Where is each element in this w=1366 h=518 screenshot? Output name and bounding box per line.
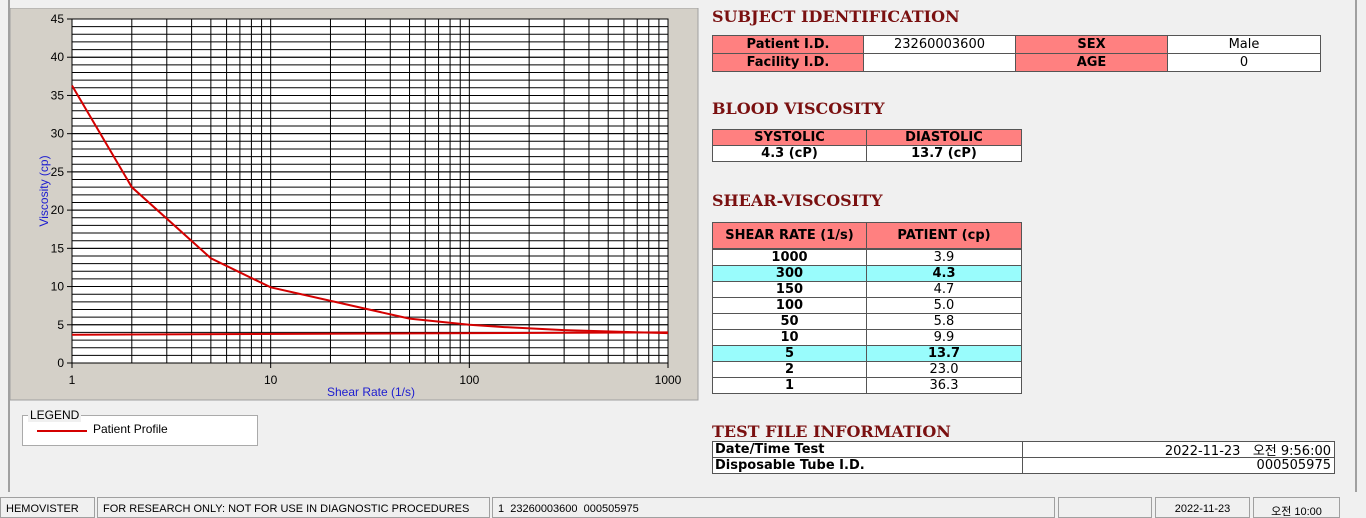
table-cell: DIASTOLIC bbox=[866, 129, 1022, 146]
table-cell: PATIENT (cp) bbox=[866, 222, 1022, 249]
table-cell: SEX bbox=[1015, 35, 1168, 54]
table-cell bbox=[863, 53, 1016, 72]
table-cell: 5.8 bbox=[866, 313, 1022, 330]
section-title: SHEAR-VISCOSITY bbox=[712, 191, 883, 210]
table-cell: 0 bbox=[1167, 53, 1321, 72]
table-cell: 1 bbox=[712, 377, 867, 394]
table-cell: 4.7 bbox=[866, 281, 1022, 298]
y-tick-label: 40 bbox=[51, 50, 65, 64]
table-cell: 23260003600 bbox=[863, 35, 1016, 54]
y-tick-label: 30 bbox=[51, 127, 65, 141]
table-cell: 1000 bbox=[712, 249, 867, 266]
legend-title: LEGEND bbox=[28, 408, 82, 422]
table-cell: 23.0 bbox=[866, 361, 1022, 378]
table-cell: 4.3 (cP) bbox=[712, 145, 867, 162]
table-cell: Date/Time Test bbox=[712, 441, 1023, 458]
status-cell: FOR RESEARCH ONLY: NOT FOR USE IN DIAGNO… bbox=[97, 497, 490, 518]
legend-label: Patient Profile bbox=[93, 422, 168, 436]
table-cell: 000505975 bbox=[1022, 457, 1335, 474]
data-line bbox=[71, 331, 669, 336]
plot-area bbox=[71, 18, 669, 364]
x-tick-label: 1 bbox=[69, 373, 76, 387]
legend-swatch bbox=[37, 430, 87, 432]
table-cell: AGE bbox=[1015, 53, 1168, 72]
section-title: BLOOD VISCOSITY bbox=[712, 99, 885, 118]
y-tick-label: 25 bbox=[51, 165, 65, 179]
chart: Shear Rate (1/s) Viscosity (cp) 0 5 10 15 20… bbox=[10, 8, 699, 401]
x-tick-label: 100 bbox=[459, 373, 479, 387]
right-border bbox=[1355, 0, 1357, 492]
x-tick-label: 10 bbox=[264, 373, 278, 387]
y-tick-label: 45 bbox=[51, 12, 65, 26]
table-cell: Disposable Tube I.D. bbox=[712, 457, 1023, 474]
table-cell: Patient I.D. bbox=[712, 35, 864, 54]
table-cell: 13.7 bbox=[866, 345, 1022, 362]
status-cell: 1 23260003600 000505975 bbox=[492, 497, 1055, 518]
table-cell: SYSTOLIC bbox=[712, 129, 867, 146]
left-border bbox=[8, 0, 10, 492]
table-cell: 5.0 bbox=[866, 297, 1022, 314]
y-axis-label: Viscosity (cp) bbox=[37, 155, 51, 226]
y-tick-label: 5 bbox=[57, 318, 64, 332]
y-tick-label: 20 bbox=[51, 203, 65, 217]
table-cell: 36.3 bbox=[866, 377, 1022, 394]
x-axis-label: Shear Rate (1/s) bbox=[327, 385, 415, 399]
table-cell: 9.9 bbox=[866, 329, 1022, 346]
table-cell: 13.7 (cP) bbox=[866, 145, 1022, 162]
y-tick-label: 15 bbox=[51, 241, 65, 255]
table-cell: 2 bbox=[712, 361, 867, 378]
table-cell: 50 bbox=[712, 313, 867, 330]
y-tick-label: 35 bbox=[51, 88, 65, 102]
status-cell bbox=[1058, 497, 1152, 518]
section-title: SUBJECT IDENTIFICATION bbox=[712, 7, 960, 26]
y-tick-label: 0 bbox=[57, 356, 64, 370]
section-title: TEST FILE INFORMATION bbox=[712, 422, 951, 441]
status-cell: 오전 10:00 bbox=[1253, 497, 1340, 518]
x-tick-label: 1000 bbox=[655, 373, 682, 387]
y-tick-label: 10 bbox=[51, 280, 65, 294]
table-cell: 10 bbox=[712, 329, 867, 346]
table-cell: 5 bbox=[712, 345, 867, 362]
table-cell: 150 bbox=[712, 281, 867, 298]
status-cell: 2022-11-23 bbox=[1155, 497, 1250, 518]
table-cell: Facility I.D. bbox=[712, 53, 864, 72]
data-line bbox=[71, 84, 669, 335]
status-cell: HEMOVISTER bbox=[0, 497, 95, 518]
table-cell: 4.3 bbox=[866, 265, 1022, 282]
table-cell: 300 bbox=[712, 265, 867, 282]
table-cell: 2022-11-23 오전 9:56:00 bbox=[1022, 441, 1335, 459]
table-cell: 3.9 bbox=[866, 249, 1022, 266]
table-cell: 100 bbox=[712, 297, 867, 314]
legend: LEGEND Patient Profile bbox=[22, 408, 258, 446]
table-cell: Male bbox=[1167, 35, 1321, 54]
table-cell: SHEAR RATE (1/s) bbox=[712, 222, 867, 249]
